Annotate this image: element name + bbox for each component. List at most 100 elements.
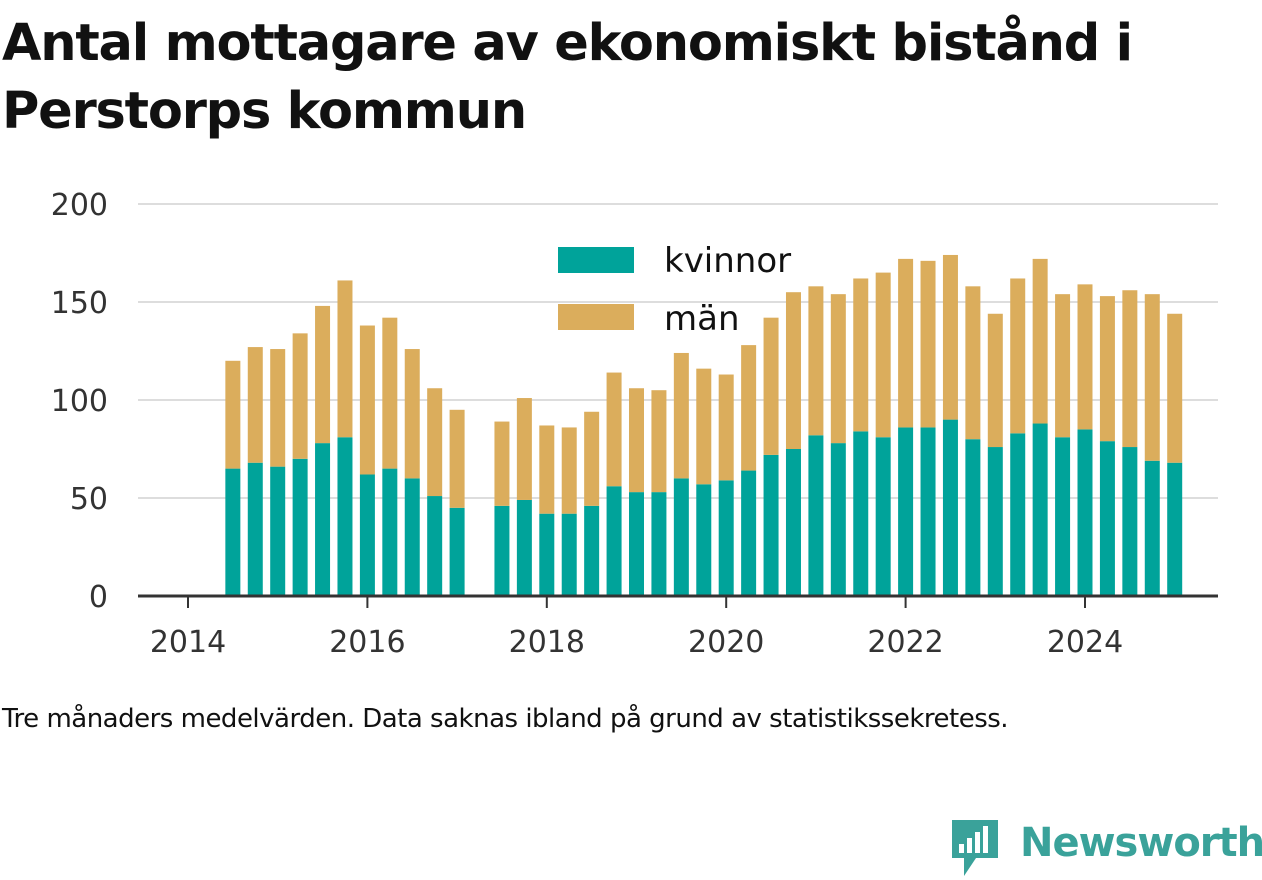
bar-kvinnor-2014-07 xyxy=(225,468,241,596)
bar-kvinnor-2022-04 xyxy=(920,427,936,596)
bar-kvinnor-2021-10 xyxy=(875,437,891,596)
bar-män-2016-04 xyxy=(382,317,398,469)
bar-kvinnor-2018-04 xyxy=(561,513,577,596)
bar-män-2023-04 xyxy=(1010,278,1026,434)
bar-män-2023-07 xyxy=(1032,258,1048,424)
bar-kvinnor-2018-10 xyxy=(606,486,622,596)
x-tick-label-2022: 2022 xyxy=(867,625,943,660)
newsworthy-logo-icon xyxy=(952,820,998,876)
x-tick-label-2018: 2018 xyxy=(509,625,585,660)
bar-män-2019-01 xyxy=(629,388,644,493)
bar-kvinnor-2018-07 xyxy=(584,505,600,596)
bar-män-2017-07 xyxy=(494,421,510,506)
bar-män-2015-10 xyxy=(337,280,353,438)
bar-chart: kvinnor män 0 50 100 150 200 2014 2016 2018 2020… xyxy=(51,188,1218,660)
bar-kvinnor-2014-10 xyxy=(247,462,263,596)
y-tick-label-100: 100 xyxy=(51,384,108,419)
bar-kvinnor-2022-07 xyxy=(942,419,958,596)
bar-kvinnor-2018-01 xyxy=(539,513,555,596)
bar-kvinnor-2024-10 xyxy=(1144,460,1160,596)
bars xyxy=(225,254,1183,596)
bar-kvinnor-2019-01 xyxy=(629,492,644,596)
bar-män-2015-04 xyxy=(292,333,308,459)
bar-kvinnor-2015-10 xyxy=(337,437,353,596)
bar-män-2023-01 xyxy=(987,313,1003,448)
chart-caption: Tre månaders medelvärden. Data saknas ib… xyxy=(2,704,1009,734)
bar-män-2016-07 xyxy=(404,349,420,479)
bar-män-2022-10 xyxy=(965,286,981,440)
bar-kvinnor-2015-07 xyxy=(315,443,331,596)
bar-män-2020-04 xyxy=(741,345,757,471)
bar-män-2021-04 xyxy=(830,294,846,444)
x-tick-label-2024: 2024 xyxy=(1047,625,1123,660)
bar-män-2023-10 xyxy=(1055,294,1071,438)
bar-män-2014-10 xyxy=(247,347,263,463)
bar-män-2022-01 xyxy=(898,258,914,428)
bar-män-2018-04 xyxy=(561,427,577,514)
x-tick-label-2020: 2020 xyxy=(688,625,764,660)
y-tick-label-150: 150 xyxy=(51,286,108,321)
bar-kvinnor-2019-10 xyxy=(696,484,712,596)
bar-kvinnor-2024-07 xyxy=(1122,447,1138,596)
bar-män-2019-10 xyxy=(696,368,712,485)
bar-kvinnor-2023-01 xyxy=(987,447,1003,596)
bar-kvinnor-2023-04 xyxy=(1010,433,1026,596)
legend-swatch-kvinnor xyxy=(558,247,634,273)
bar-män-2018-10 xyxy=(606,372,622,487)
bar-män-2019-07 xyxy=(673,352,689,479)
x-tick-label-2014: 2014 xyxy=(150,625,226,660)
bar-kvinnor-2015-04 xyxy=(292,458,308,596)
bar-kvinnor-2024-04 xyxy=(1099,441,1115,596)
y-tick-label-0: 0 xyxy=(89,580,108,615)
bar-kvinnor-2024-01 xyxy=(1077,429,1093,596)
bar-kvinnor-2020-07 xyxy=(763,454,779,596)
bar-kvinnor-2022-01 xyxy=(898,427,914,596)
bar-män-2021-01 xyxy=(808,286,824,436)
bar-kvinnor-2019-04 xyxy=(651,492,667,596)
bar-män-2015-01 xyxy=(270,349,286,467)
y-tick-label-200: 200 xyxy=(51,188,108,223)
bar-män-2016-01 xyxy=(359,325,375,475)
bar-män-2017-10 xyxy=(516,398,532,500)
axes: 0 50 100 150 200 2014 2016 2018 2020 2022 2024 xyxy=(51,188,1218,660)
bar-män-2021-10 xyxy=(875,272,891,438)
bar-kvinnor-2022-10 xyxy=(965,439,981,596)
legend-label-kvinnor: kvinnor xyxy=(664,241,791,281)
y-tick-label-50: 50 xyxy=(70,482,108,517)
brand-name: Newsworthy xyxy=(1020,820,1262,866)
bar-män-2015-07 xyxy=(315,305,331,444)
bar-kvinnor-2020-01 xyxy=(718,480,734,596)
bar-män-2022-04 xyxy=(920,260,936,428)
bar-kvinnor-2021-01 xyxy=(808,435,824,596)
bar-män-2022-07 xyxy=(942,254,958,420)
bar-kvinnor-2020-04 xyxy=(741,470,757,596)
bar-män-2019-04 xyxy=(651,390,667,493)
bar-män-2016-10 xyxy=(427,388,443,497)
chart-title: Antal mottagare av ekonomiskt bistånd i … xyxy=(2,14,1133,141)
bar-kvinnor-2019-07 xyxy=(673,478,689,596)
bar-män-2018-07 xyxy=(584,411,600,506)
bar-kvinnor-2021-07 xyxy=(853,431,869,596)
bar-kvinnor-2017-07 xyxy=(494,505,510,596)
bar-män-2020-07 xyxy=(763,317,779,455)
bar-män-2020-10 xyxy=(785,292,801,449)
bar-män-2017-01 xyxy=(449,409,465,508)
bar-kvinnor-2015-01 xyxy=(270,466,286,596)
bar-män-2020-01 xyxy=(718,374,734,481)
bar-kvinnor-2016-04 xyxy=(382,468,398,596)
bar-män-2024-01 xyxy=(1077,284,1093,430)
bar-kvinnor-2017-01 xyxy=(449,507,465,596)
bar-män-2014-07 xyxy=(225,360,241,469)
bar-kvinnor-2020-10 xyxy=(785,449,801,596)
bar-kvinnor-2016-07 xyxy=(404,478,420,596)
bar-män-2024-07 xyxy=(1122,290,1138,448)
bar-kvinnor-2023-07 xyxy=(1032,423,1048,596)
bar-män-2018-01 xyxy=(539,425,555,514)
bar-män-2021-07 xyxy=(853,278,869,432)
bar-kvinnor-2025-01 xyxy=(1167,462,1183,596)
bar-män-2025-01 xyxy=(1167,313,1183,463)
bar-män-2024-10 xyxy=(1144,294,1160,461)
legend-swatch-man xyxy=(558,304,634,330)
bar-kvinnor-2023-10 xyxy=(1055,437,1071,596)
bar-kvinnor-2016-01 xyxy=(359,474,375,596)
